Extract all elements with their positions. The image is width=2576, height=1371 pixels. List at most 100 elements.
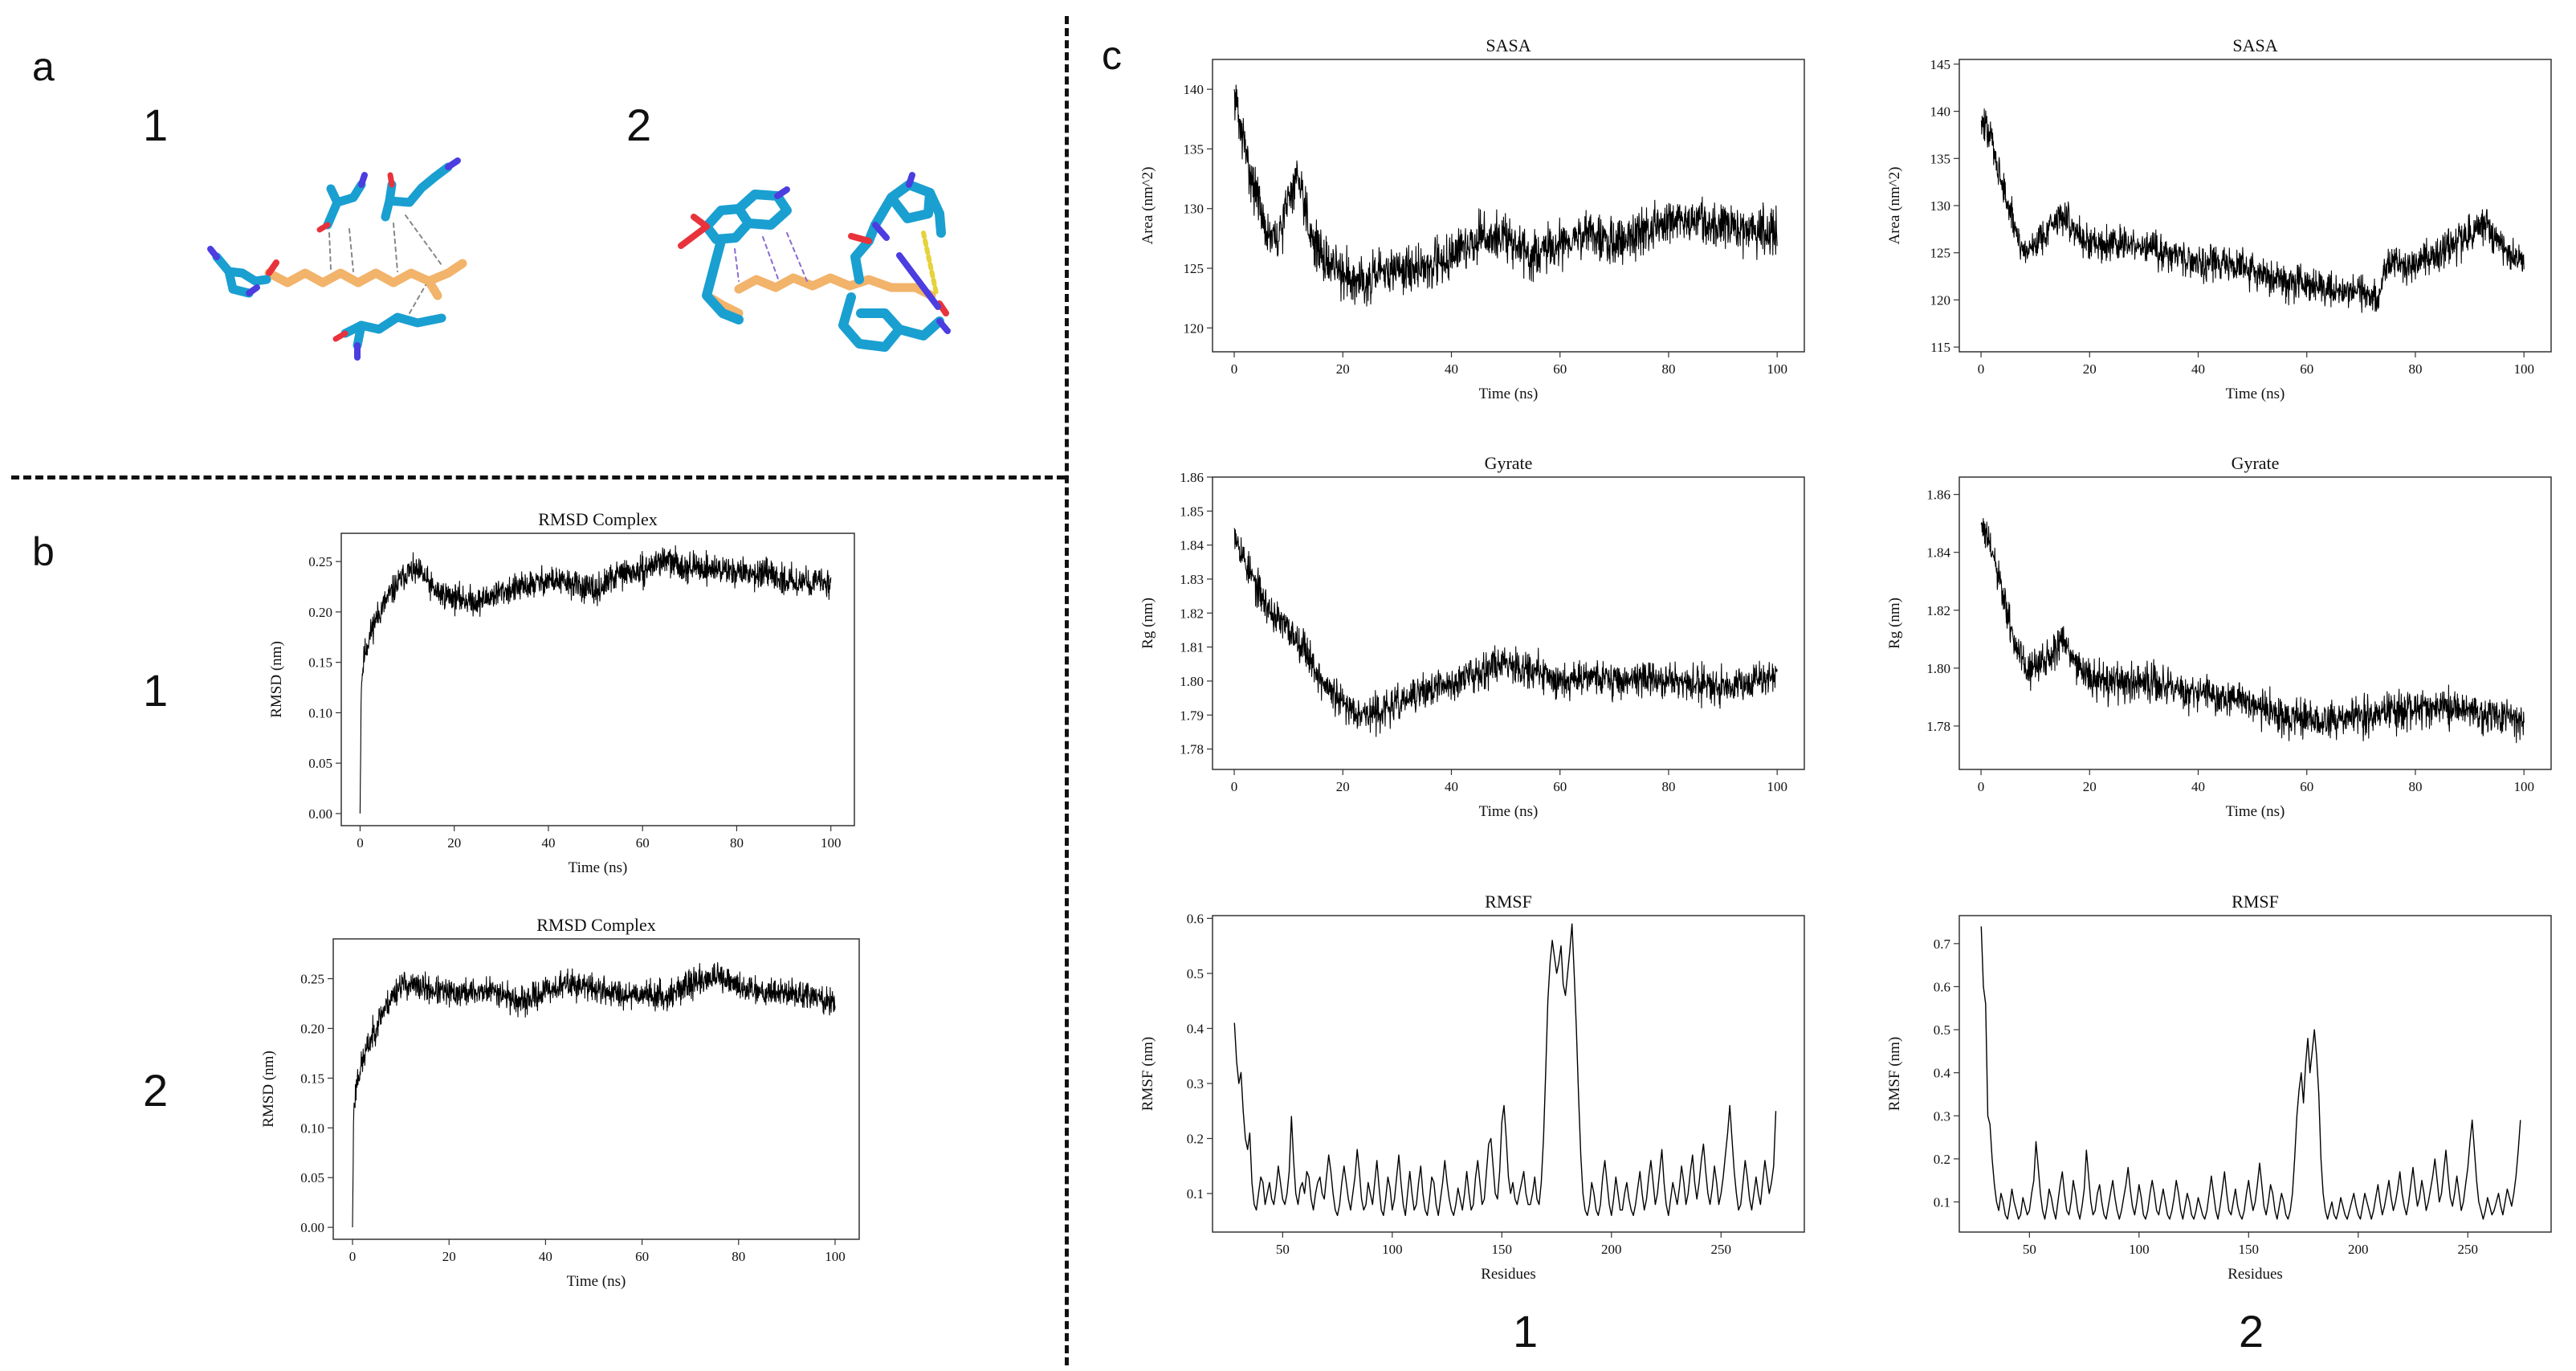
x-tick-label: 60 <box>635 1249 649 1264</box>
x-axis-label: Residues <box>1481 1266 1536 1283</box>
y-tick-label: 115 <box>1930 340 1950 355</box>
x-tick-label: 0 <box>349 1249 357 1264</box>
y-tick-label: 120 <box>1930 292 1951 308</box>
x-tick-label: 20 <box>442 1249 456 1264</box>
y-axis-label: Rg (nm) <box>1886 598 1903 649</box>
y-tick-label: 1.78 <box>1180 742 1204 757</box>
x-tick-label: 80 <box>1661 361 1675 377</box>
y-tick-label: 0.15 <box>300 1071 324 1086</box>
y-tick-label: 0.6 <box>1187 911 1204 926</box>
x-tick-label: 80 <box>2408 361 2422 377</box>
chart-title: Gyrate <box>2232 453 2280 473</box>
molecule-1-structure <box>207 157 467 361</box>
pi-interaction-2 <box>921 231 939 296</box>
panel-a-label-2: 2 <box>626 100 652 150</box>
y-tick-label: 0.00 <box>300 1220 324 1235</box>
y-axis-label: RMSF (nm) <box>1886 1037 1903 1111</box>
x-tick-label: 0 <box>1231 361 1238 377</box>
x-tick-label: 0 <box>357 835 364 851</box>
plot-frame <box>1212 915 1805 1233</box>
x-axis-label: Time (ns) <box>569 859 628 876</box>
panel-b-label-1: 1 <box>143 665 169 716</box>
residue-oxygen-1 <box>316 172 395 342</box>
x-tick-label: 40 <box>2191 779 2205 794</box>
hbond-lines-2 <box>734 232 808 282</box>
chart-title: SASA <box>1486 35 1531 55</box>
x-tick-label: 40 <box>2191 361 2205 377</box>
y-tick-label: 0.2 <box>1187 1132 1204 1147</box>
x-tick-label: 40 <box>1445 779 1458 794</box>
vertical-divider <box>1065 16 1069 1365</box>
y-tick-label: 0.2 <box>1934 1152 1950 1167</box>
y-tick-label: 135 <box>1930 151 1951 166</box>
x-tick-label: 0 <box>1231 779 1238 794</box>
chart-title: RMSD Complex <box>538 509 658 529</box>
y-axis-label: RMSD (nm) <box>260 1051 277 1128</box>
x-tick-label: 100 <box>2513 779 2534 794</box>
panel-a-label-1: 1 <box>143 100 169 150</box>
ligand-oxygen <box>266 259 279 276</box>
panel-a-letter: a <box>32 44 55 89</box>
x-tick-label: 40 <box>539 1249 552 1264</box>
y-tick-label: 0.5 <box>1934 1022 1950 1038</box>
y-tick-label: 0.15 <box>308 655 332 671</box>
y-tick-label: 0.3 <box>1934 1108 1950 1124</box>
plot-frame <box>1212 476 1805 770</box>
chart-b2: RMSD Complex 0 20 40 60 80 100 0.00 0.05 0.10 0.15… <box>260 915 860 1290</box>
y-tick-label: 1.81 <box>1180 640 1204 655</box>
x-tick-label: 20 <box>2083 361 2097 377</box>
residue-nitrogen-1 <box>207 157 461 361</box>
y-tick-label: 0.4 <box>1934 1066 1951 1081</box>
x-axis-label: Time (ns) <box>567 1273 626 1290</box>
y-tick-label: 1.84 <box>1926 545 1950 561</box>
chart-sasa2: SASA 0 20 40 60 80 100 115 120 125 130 135 140 145 Tim… <box>1886 35 2552 402</box>
y-tick-label: 130 <box>1184 202 1204 217</box>
panel-b-letter: b <box>32 529 55 574</box>
y-tick-label: 125 <box>1930 246 1951 261</box>
chart-title: RMSD Complex <box>536 915 656 935</box>
y-tick-label: 0.20 <box>308 605 332 620</box>
chart-gyr2: Gyrate 0 20 40 60 80 100 1.78 1.80 1.82 1.84 1.86 Ti… <box>1886 453 2552 820</box>
y-tick-label: 0.6 <box>1934 979 1950 994</box>
y-tick-label: 1.82 <box>1926 603 1950 618</box>
y-tick-label: 0.4 <box>1187 1021 1204 1036</box>
data-series-line <box>359 545 832 814</box>
y-tick-label: 1.79 <box>1180 708 1204 723</box>
x-tick-label: 80 <box>732 1249 745 1264</box>
x-axis-label: Time (ns) <box>1479 386 1539 402</box>
y-tick-label: 1.85 <box>1180 504 1204 519</box>
plot-frame <box>340 532 855 826</box>
y-tick-label: 1.82 <box>1180 606 1204 621</box>
y-axis-label: Area (nm^2) <box>1886 166 1903 244</box>
chart-sasa1: SASA 0 20 40 60 80 100 120 125 130 135 140 Time (ns)… <box>1139 35 1805 402</box>
x-tick-label: 20 <box>2083 779 2097 794</box>
chart-title: RMSF <box>2232 892 2279 912</box>
x-tick-label: 200 <box>1601 1242 1622 1257</box>
x-tick-label: 80 <box>1661 779 1675 794</box>
y-tick-label: 1.86 <box>1180 470 1204 485</box>
x-tick-label: 40 <box>541 835 555 851</box>
y-axis-label: Area (nm^2) <box>1139 166 1156 244</box>
chart-rmsf1: RMSF 50 100 150 200 250 0.1 0.2 0.3 0.4 0.5 0.6 Resi… <box>1139 892 1805 1283</box>
x-tick-label: 60 <box>1553 779 1567 794</box>
y-tick-label: 0.05 <box>308 756 332 771</box>
panel-c-label-1: 1 <box>1513 1306 1539 1357</box>
plot-frame <box>1958 59 2552 353</box>
y-tick-label: 1.80 <box>1180 674 1204 689</box>
x-tick-label: 100 <box>821 835 841 851</box>
data-series-line <box>1980 926 2521 1220</box>
x-tick-label: 60 <box>636 835 650 851</box>
data-series-line <box>1980 108 2525 313</box>
y-tick-label: 1.80 <box>1926 661 1950 676</box>
y-tick-label: 145 <box>1930 57 1951 72</box>
y-axis-label: RMSF (nm) <box>1139 1037 1156 1111</box>
chart-gyr1: Gyrate 0 20 40 60 80 100 1.78 1.79 1.80 1.81 1.82 1.… <box>1139 453 1805 820</box>
x-axis-label: Time (ns) <box>1479 803 1539 820</box>
x-tick-label: 20 <box>1336 779 1350 794</box>
x-tick-label: 150 <box>2239 1242 2260 1257</box>
y-tick-label: 125 <box>1184 261 1204 276</box>
panel-b-label-2: 2 <box>143 1065 169 1116</box>
x-tick-label: 40 <box>1445 361 1458 377</box>
x-axis-label: Residues <box>2228 1266 2283 1283</box>
